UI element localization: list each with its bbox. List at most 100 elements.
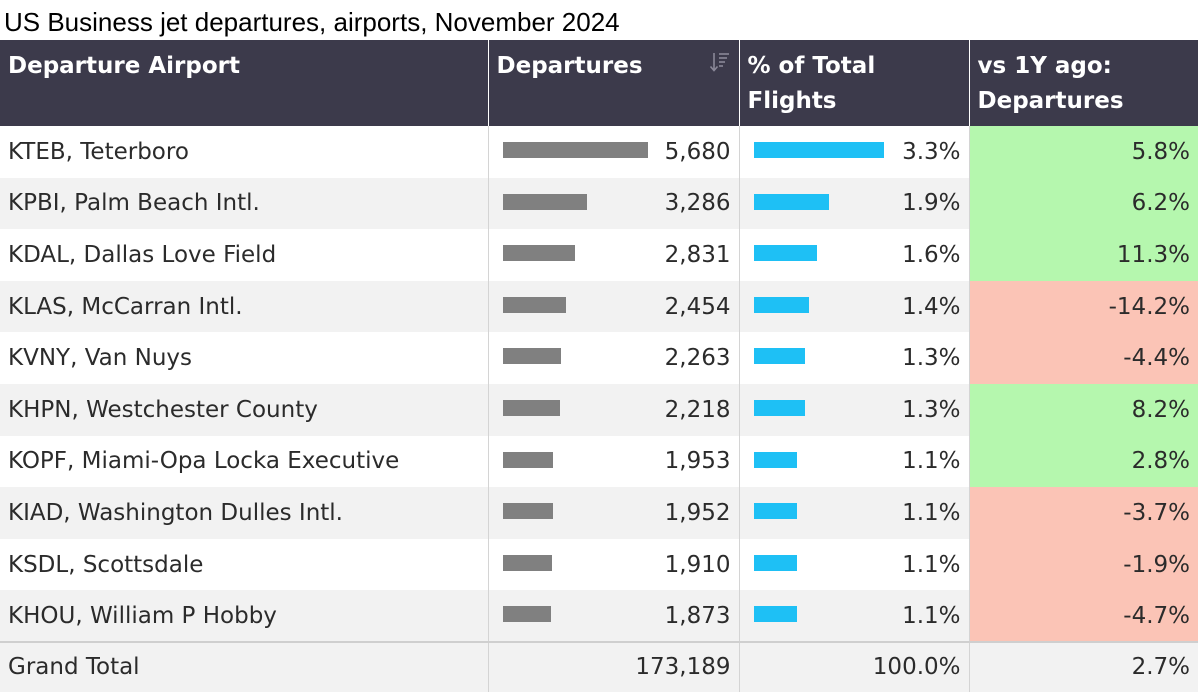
- departures-cell: 1,910: [488, 538, 740, 591]
- airport-name: KDAL, Dallas Love Field: [0, 229, 489, 281]
- airport-name: KIAD, Washington Dulles Intl.: [0, 487, 489, 539]
- airport-name: KHOU, William P Hobby: [0, 590, 489, 642]
- header-departures-label: Departures: [496, 53, 643, 79]
- table-row[interactable]: KVNY, Van Nuys 2,263 1.3% -4.4%: [0, 332, 1198, 384]
- airport-name: KHPN, Westchester County: [0, 383, 489, 436]
- departures-cell: 5,680: [488, 126, 740, 178]
- departures-cell: 1,953: [488, 435, 740, 488]
- airport-name: KOPF, Miami-Opa Locka Executive: [0, 435, 489, 488]
- grand-total-row: Grand Total 173,189 100.0% 2.7%: [0, 640, 1198, 692]
- grand-total-yoy: 2.7%: [969, 640, 1198, 692]
- header-yoy-line2: Departures: [977, 88, 1124, 114]
- departures-bar: [502, 503, 553, 520]
- pct-value: 1.9%: [902, 190, 961, 217]
- header-pct-line1: % of Total: [747, 53, 876, 79]
- departures-bar: [502, 606, 551, 623]
- header-departure-airport[interactable]: Departure Airport: [0, 40, 489, 126]
- header-yoy-line1: vs 1Y ago:: [977, 53, 1112, 79]
- departures-bar: [502, 451, 553, 468]
- departures-value: 5,680: [664, 138, 731, 165]
- table-row[interactable]: KTEB, Teterboro 5,680 3.3% 5.8%: [0, 126, 1198, 178]
- departures-value: 2,831: [664, 241, 731, 268]
- pct-bar: [753, 399, 805, 416]
- table-row[interactable]: KSDL, Scottsdale 1,910 1.1% -1.9%: [0, 538, 1198, 591]
- pct-value: 1.3%: [902, 396, 961, 423]
- pct-cell: 1.1%: [739, 487, 970, 539]
- pct-bar: [753, 193, 829, 210]
- table-row[interactable]: KHOU, William P Hobby 1,873 1.1% -4.7%: [0, 590, 1198, 642]
- pct-bar: [753, 451, 797, 468]
- departures-bar: [502, 296, 566, 313]
- departures-bar: [502, 193, 587, 210]
- departures-bar: [502, 554, 552, 571]
- table-row[interactable]: KDAL, Dallas Love Field 2,831 1.6% 11.3%: [0, 229, 1198, 281]
- departures-table: Departure Airport Departures % of Total: [0, 40, 1198, 692]
- pct-cell: 1.3%: [739, 383, 970, 436]
- pct-bar: [753, 554, 797, 571]
- grand-total-label: Grand Total: [0, 640, 489, 692]
- departures-bar: [502, 245, 575, 262]
- header-departures[interactable]: Departures: [488, 40, 740, 126]
- departures-value: 1,953: [664, 448, 731, 475]
- yoy-change-cell: -14.2%: [969, 280, 1198, 333]
- table-row[interactable]: KPBI, Palm Beach Intl. 3,286 1.9% 6.2%: [0, 177, 1198, 230]
- header-vs-1y-ago[interactable]: vs 1Y ago: Departures: [969, 40, 1198, 126]
- departures-value: 1,952: [664, 499, 731, 526]
- pct-value: 1.1%: [902, 551, 961, 578]
- yoy-change-cell: 8.2%: [969, 383, 1198, 436]
- departures-cell: 2,263: [488, 332, 740, 384]
- chart-title: US Business jet departures, airports, No…: [4, 7, 620, 37]
- yoy-change-cell: 2.8%: [969, 435, 1198, 488]
- departures-value: 3,286: [664, 190, 731, 217]
- pct-value: 1.1%: [902, 499, 961, 526]
- departures-cell: 2,831: [488, 229, 740, 281]
- pct-cell: 1.6%: [739, 229, 970, 281]
- departures-cell: 1,873: [488, 590, 740, 642]
- departures-value: 1,910: [664, 551, 731, 578]
- airport-name: KVNY, Van Nuys: [0, 332, 489, 384]
- grand-total-departures: 173,189: [488, 640, 740, 692]
- pct-bar: [753, 245, 817, 262]
- pct-cell: 1.4%: [739, 280, 970, 333]
- departures-bar: [502, 142, 648, 158]
- yoy-change-cell: -4.4%: [969, 332, 1198, 384]
- pct-value: 1.3%: [902, 345, 961, 372]
- departures-bar: [502, 399, 560, 416]
- airport-name: KSDL, Scottsdale: [0, 538, 489, 591]
- pct-cell: 1.3%: [739, 332, 970, 384]
- table-row[interactable]: KLAS, McCarran Intl. 2,454 1.4% -14.2%: [0, 280, 1198, 333]
- pct-value: 1.6%: [902, 241, 961, 268]
- departures-bar: [502, 348, 561, 365]
- departures-value: 2,263: [664, 345, 731, 372]
- pct-bar: [753, 503, 797, 520]
- header-pct-total-flights[interactable]: % of Total Flights: [739, 40, 970, 126]
- pct-cell: 1.1%: [739, 435, 970, 488]
- pct-bar: [753, 142, 884, 158]
- departures-value: 2,218: [664, 396, 731, 423]
- pct-value: 3.3%: [902, 138, 961, 165]
- sort-descending-icon[interactable]: [709, 50, 731, 74]
- departures-cell: 3,286: [488, 177, 740, 230]
- pct-bar: [753, 348, 805, 365]
- airport-name: KLAS, McCarran Intl.: [0, 280, 489, 333]
- table-body: KTEB, Teterboro 5,680 3.3% 5.8% KPBI, Palm B…: [0, 126, 1198, 642]
- departures-cell: 2,454: [488, 280, 740, 333]
- pct-cell: 1.1%: [739, 538, 970, 591]
- departures-cell: 1,952: [488, 487, 740, 539]
- yoy-change-cell: 11.3%: [969, 229, 1198, 281]
- table-row[interactable]: KIAD, Washington Dulles Intl. 1,952 1.1% -3…: [0, 487, 1198, 539]
- table-row[interactable]: KHPN, Westchester County 2,218 1.3% 8.2%: [0, 383, 1198, 436]
- grand-total-pct: 100.0%: [739, 640, 970, 692]
- departures-cell: 2,218: [488, 383, 740, 436]
- departures-value: 2,454: [664, 293, 731, 320]
- departures-value: 1,873: [664, 602, 731, 629]
- pct-value: 1.1%: [902, 448, 961, 475]
- pct-cell: 1.9%: [739, 177, 970, 230]
- yoy-change-cell: -3.7%: [969, 487, 1198, 539]
- yoy-change-cell: 6.2%: [969, 177, 1198, 230]
- airport-name: KTEB, Teterboro: [0, 126, 489, 178]
- pct-bar: [753, 606, 797, 623]
- header-row: Departure Airport Departures % of Total: [0, 40, 1198, 126]
- table-row[interactable]: KOPF, Miami-Opa Locka Executive 1,953 1.1%…: [0, 435, 1198, 488]
- pct-cell: 1.1%: [739, 590, 970, 642]
